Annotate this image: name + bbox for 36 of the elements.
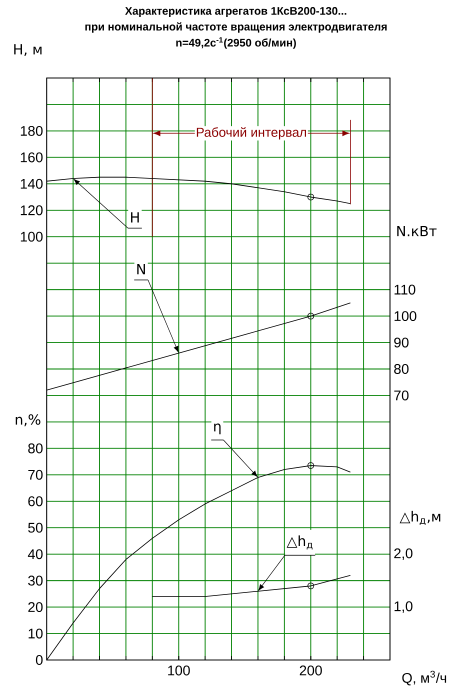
y2-axis-title: N.кВт bbox=[397, 226, 437, 236]
y2-tick-label: 1,0 bbox=[394, 601, 412, 613]
y-tick-label: 70 bbox=[28, 470, 43, 480]
chart-subtitle: при номинальной частоте вращения электродвигателя bbox=[85, 22, 387, 33]
y2-tick-label: 100 bbox=[394, 311, 416, 322]
y-tick-label: 80 bbox=[28, 443, 43, 454]
y-tick-label: 10 bbox=[28, 628, 43, 638]
chart-title: Характеристика агрегатов 1КсВ200-130... bbox=[125, 7, 346, 17]
text: N bbox=[137, 264, 145, 274]
y2-tick-label: 90 bbox=[394, 338, 409, 348]
line-series bbox=[152, 574, 351, 597]
y-tick-label: 160 bbox=[20, 152, 43, 162]
y-tick-label: 20 bbox=[28, 602, 43, 612]
y-tick-label: 100 bbox=[20, 232, 43, 242]
y2-tick-label: 2,0 bbox=[394, 548, 412, 560]
ref-line-label: Рабочий интервал bbox=[196, 127, 306, 140]
y-tick-label: 180 bbox=[20, 126, 43, 136]
text: H bbox=[131, 212, 139, 222]
y-tick-label: 120 bbox=[20, 205, 43, 216]
y-tick-label: 50 bbox=[28, 522, 43, 533]
y-axis-title: H, м bbox=[14, 44, 42, 56]
y2-tick-label: 70 bbox=[394, 390, 409, 400]
y-tick-label: 0 bbox=[36, 655, 43, 665]
y2-tick-label: 80 bbox=[394, 364, 409, 374]
y-tick-label: 40 bbox=[28, 549, 43, 560]
y-tick-label: 140 bbox=[20, 178, 43, 189]
y-tick-label: 60 bbox=[28, 496, 43, 506]
text: η bbox=[214, 424, 221, 434]
y2-tick-label: 110 bbox=[394, 284, 416, 295]
text: △h$_{д}$ bbox=[286, 535, 312, 550]
y-tick-label: 30 bbox=[28, 576, 43, 586]
x-axis-title: Q, м$^{3}$/ч bbox=[402, 670, 446, 686]
y2-axis-title: △h$_{д}$,м bbox=[400, 510, 440, 526]
x-tick-label: 200 bbox=[300, 666, 322, 676]
text: n=49,2с$^{-1}$(2950 об/мин) bbox=[176, 37, 296, 49]
y-axis-title: n,% bbox=[16, 414, 40, 426]
